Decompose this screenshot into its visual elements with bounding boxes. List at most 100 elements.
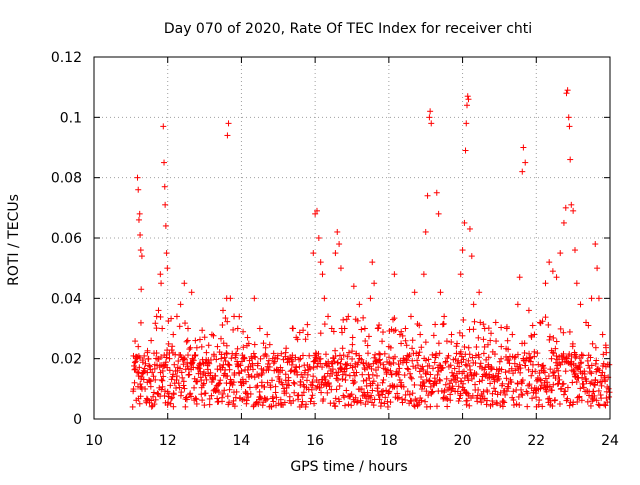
data-point	[390, 359, 397, 366]
data-point	[270, 360, 277, 367]
data-point	[493, 399, 500, 406]
data-point	[589, 340, 596, 347]
data-point	[386, 388, 393, 395]
data-point	[219, 398, 226, 405]
data-point	[585, 322, 592, 329]
data-point	[462, 361, 469, 368]
data-point	[550, 350, 557, 357]
data-point	[570, 207, 577, 214]
data-point	[336, 398, 343, 405]
data-point	[224, 372, 231, 379]
data-point	[433, 380, 440, 387]
data-point	[341, 325, 348, 332]
data-point	[463, 389, 470, 396]
data-point	[455, 357, 462, 364]
data-point	[525, 366, 532, 373]
data-point	[308, 395, 315, 402]
data-point	[404, 365, 411, 372]
data-point	[488, 330, 495, 337]
data-point	[546, 259, 553, 266]
data-point	[134, 174, 141, 181]
data-point	[206, 395, 213, 402]
data-point	[247, 390, 254, 397]
data-point	[438, 365, 445, 372]
data-point	[529, 361, 536, 368]
data-point	[536, 319, 543, 326]
data-point	[395, 371, 402, 378]
data-point	[240, 328, 247, 335]
data-point	[198, 343, 205, 350]
data-point	[330, 328, 337, 335]
data-point	[193, 344, 200, 351]
data-point	[325, 358, 332, 365]
data-point	[137, 319, 144, 326]
data-point	[214, 343, 221, 350]
data-point	[206, 360, 213, 367]
data-point	[485, 363, 492, 370]
data-point	[242, 378, 249, 385]
data-point	[349, 355, 356, 362]
data-point	[192, 351, 199, 358]
data-point	[427, 383, 434, 390]
data-point	[516, 361, 523, 368]
data-point	[514, 380, 521, 387]
data-point	[144, 349, 151, 356]
data-point	[406, 391, 413, 398]
data-point	[414, 402, 421, 409]
data-point	[484, 341, 491, 348]
data-point	[146, 362, 153, 369]
data-point	[182, 403, 189, 410]
data-point	[508, 365, 515, 372]
data-point	[143, 395, 150, 402]
data-point	[334, 359, 341, 366]
data-point	[409, 345, 416, 352]
data-point	[576, 364, 583, 371]
data-point	[420, 271, 427, 278]
data-point	[272, 383, 279, 390]
data-point	[484, 397, 491, 404]
data-point	[460, 356, 467, 363]
data-point	[225, 120, 232, 127]
data-point	[154, 390, 161, 397]
data-point	[137, 247, 144, 254]
data-point	[556, 401, 563, 408]
data-point	[594, 265, 601, 272]
data-point	[266, 363, 273, 370]
data-point	[311, 400, 318, 407]
data-point	[551, 369, 558, 376]
data-point	[331, 358, 338, 365]
data-point	[325, 379, 332, 386]
data-point	[265, 357, 272, 364]
data-point	[344, 353, 351, 360]
data-point	[186, 346, 193, 353]
data-point	[475, 334, 482, 341]
data-point	[298, 402, 305, 409]
data-point	[193, 400, 200, 407]
data-point	[528, 372, 535, 379]
data-point	[348, 391, 355, 398]
data-point	[299, 392, 306, 399]
data-point	[542, 375, 549, 382]
data-point	[549, 403, 556, 410]
data-point	[343, 387, 350, 394]
data-point	[462, 147, 469, 154]
data-point	[233, 350, 240, 357]
data-point	[159, 383, 166, 390]
data-point	[602, 402, 609, 409]
data-point	[509, 331, 516, 338]
data-point	[493, 338, 500, 345]
data-point	[432, 321, 439, 328]
data-point	[477, 360, 484, 367]
data-point	[183, 396, 190, 403]
data-point	[576, 393, 583, 400]
data-point	[270, 350, 277, 357]
data-point	[291, 380, 298, 387]
data-point	[448, 377, 455, 384]
data-point	[370, 402, 377, 409]
data-point	[596, 367, 603, 374]
data-point	[446, 380, 453, 387]
x-tick-label: 14	[233, 433, 251, 449]
data-point	[325, 313, 332, 320]
data-point	[304, 331, 311, 338]
